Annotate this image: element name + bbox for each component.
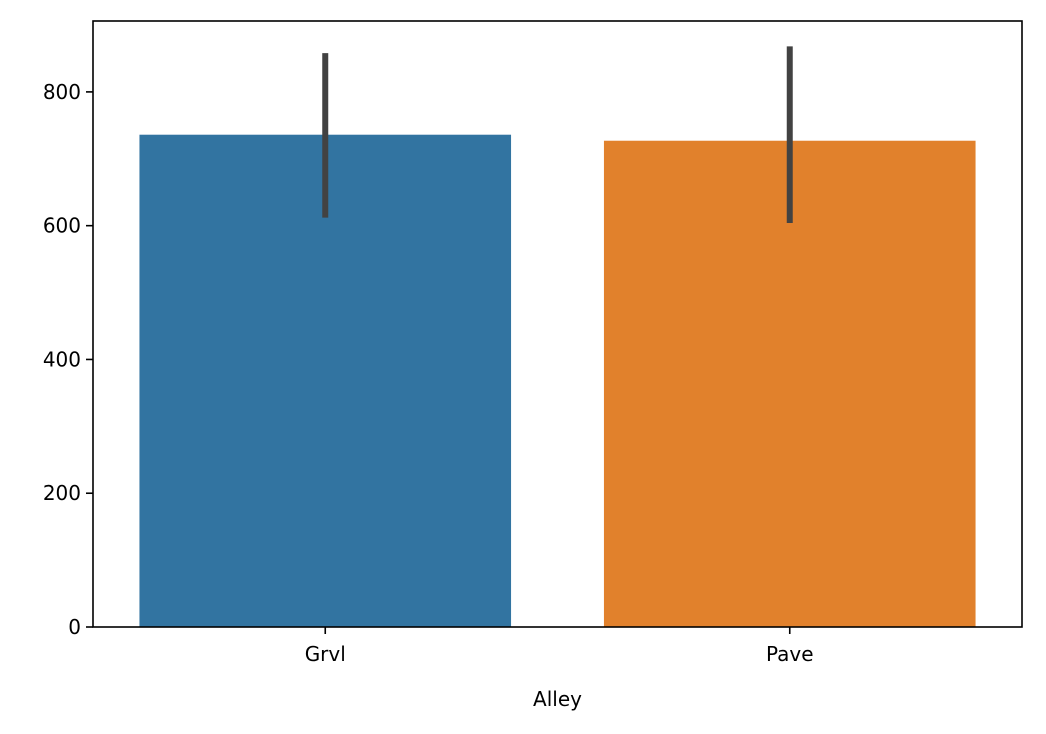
y-tick-label: 200 <box>43 481 81 505</box>
x-axis-title: Alley <box>533 687 582 711</box>
y-tick-label: 800 <box>43 80 81 104</box>
bars-layer <box>139 134 976 628</box>
y-tick-label: 400 <box>43 347 81 371</box>
y-tick-label: 600 <box>43 214 81 238</box>
plot-frame <box>92 20 1023 628</box>
y-axis: 0 200 400 600 800 <box>43 80 93 639</box>
x-tick-label: Grvl <box>305 642 346 666</box>
error-bars-layer <box>322 46 793 223</box>
y-tick-label: 0 <box>68 615 81 639</box>
x-axis: Grvl Pave <box>305 627 814 666</box>
x-tick-label: Pave <box>766 642 814 666</box>
